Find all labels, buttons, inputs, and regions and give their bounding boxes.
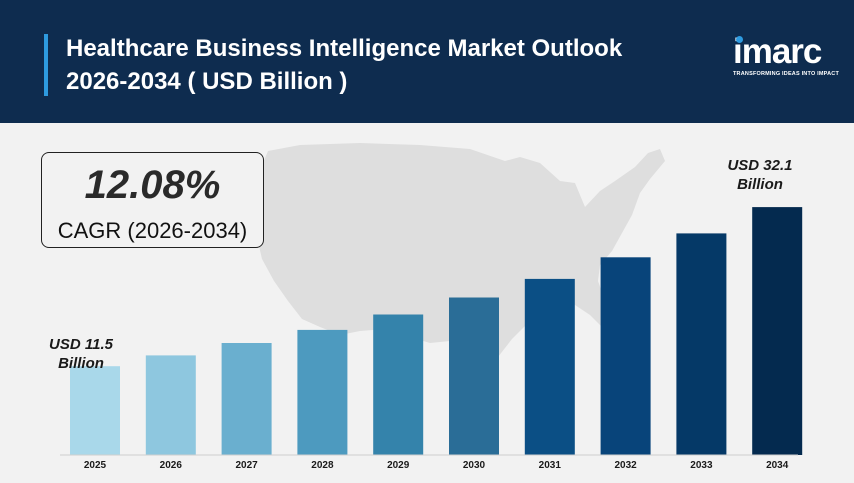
bar-2032 bbox=[600, 257, 651, 455]
x-tick-label-2029: 2029 bbox=[387, 460, 410, 471]
bar-2027 bbox=[221, 343, 272, 455]
bar-2026 bbox=[145, 355, 196, 455]
x-tick-label-2026: 2026 bbox=[160, 460, 183, 471]
cagr-label: CAGR (2026-2034) bbox=[57, 218, 248, 243]
bar-2028 bbox=[297, 329, 348, 455]
bar-2031 bbox=[524, 278, 575, 455]
header-accent-bar bbox=[44, 34, 48, 96]
bar-2025 bbox=[70, 366, 120, 455]
bar-2030 bbox=[449, 297, 499, 455]
x-tick-label-2031: 2031 bbox=[539, 460, 562, 471]
logo-tagline: TRANSFORMING IDEAS INTO IMPACT bbox=[733, 71, 840, 77]
start-callout-line-1: USD 11.5 bbox=[49, 336, 113, 353]
end-value-callout: USD 32.1 Billion bbox=[718, 156, 802, 194]
usa-map-shape bbox=[255, 143, 665, 361]
bar-2033 bbox=[676, 233, 727, 455]
bar-2029 bbox=[373, 314, 424, 455]
x-tick-label-2032: 2032 bbox=[614, 460, 637, 471]
x-tick-label-2030: 2030 bbox=[463, 460, 486, 471]
imarc-logo: imarc TRANSFORMING IDEAS INTO IMPACT bbox=[733, 32, 843, 78]
cagr-value: 12.08% bbox=[84, 163, 221, 207]
logo-wordmark: imarc bbox=[733, 32, 822, 71]
x-tick-label-2034: 2034 bbox=[766, 460, 789, 471]
header-banner: Healthcare Business Intelligence Market … bbox=[0, 0, 854, 123]
cagr-box: 12.08% CAGR (2026-2034) bbox=[41, 152, 264, 248]
title-line-1: Healthcare Business Intelligence Market … bbox=[66, 35, 623, 62]
x-tick-label-2033: 2033 bbox=[690, 460, 713, 471]
page-title: Healthcare Business Intelligence Market … bbox=[66, 32, 686, 98]
x-tick-label-2027: 2027 bbox=[235, 460, 258, 471]
bar-2034 bbox=[752, 207, 803, 455]
bar-chart: 2025 2026 2027 2028 2029 2030 2031 2032 2033 2034 bbox=[60, 207, 803, 471]
start-value-callout: USD 11.5 Billion bbox=[48, 335, 114, 373]
end-callout-line-1: USD 32.1 bbox=[727, 157, 793, 174]
x-tick-labels: 2025 2026 2027 2028 2029 2030 2031 2032 2033 2034 bbox=[84, 460, 789, 471]
x-tick-label-2025: 2025 bbox=[84, 460, 107, 471]
usa-map-background bbox=[255, 143, 665, 361]
end-callout-line-2: Billion bbox=[737, 176, 783, 193]
logo-dot-icon bbox=[736, 36, 743, 43]
x-tick-label-2028: 2028 bbox=[311, 460, 334, 471]
bars-group bbox=[70, 207, 803, 455]
title-line-2: 2026-2034 ( USD Billion ) bbox=[66, 68, 348, 95]
start-callout-line-2: Billion bbox=[58, 355, 104, 372]
